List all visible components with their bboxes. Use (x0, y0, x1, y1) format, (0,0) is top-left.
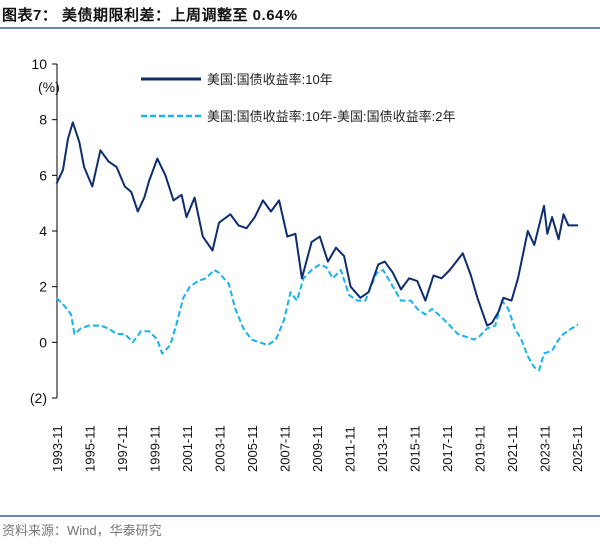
y-tick-label: 2 (39, 279, 47, 295)
x-tick-label: 2021-11 (505, 425, 520, 472)
title-divider (0, 27, 600, 29)
x-tick-label: 1999-11 (148, 425, 163, 472)
x-tick-label: 2013-11 (375, 425, 390, 472)
y-tick-label: (2) (30, 390, 47, 406)
y-tick-label: 10 (31, 56, 47, 72)
x-tick-label: 2003-11 (213, 425, 228, 472)
x-tick-label: 2019-11 (473, 425, 488, 472)
y-tick-label: 6 (39, 167, 47, 183)
x-tick-label: 2007-11 (278, 425, 293, 472)
x-tick-label: 2001-11 (180, 425, 195, 472)
footer-divider (0, 515, 600, 517)
x-tick-label: 2005-11 (245, 425, 260, 472)
y-tick-label: 8 (39, 112, 47, 128)
series-10y-2y-spread-line (55, 263, 579, 372)
series-lines (55, 121, 579, 372)
legend: 美国:国债收益率:10年 美国:国债收益率:10年-美国:国债收益率:2年 (141, 72, 455, 124)
legend-label-spread: 美国:国债收益率:10年-美国:国债收益率:2年 (207, 109, 455, 124)
y-tick-label: 4 (39, 223, 47, 239)
source-note: 资料来源：Wind，华泰研究 (2, 523, 162, 538)
x-tick-label: 1993-11 (50, 425, 65, 472)
x-tick-label: 1997-11 (115, 425, 130, 472)
x-tick-label: 2015-11 (408, 425, 423, 472)
axes: 10 8 6 4 2 0 (2) 1993-11 1995-11 1997-11 1999-11 20… (30, 56, 585, 472)
x-tick-label: 2009-11 (310, 425, 325, 472)
series-10y-yield-line (55, 121, 579, 327)
x-tick-label: 2025-11 (570, 425, 585, 472)
y-axis-unit: (%) (38, 79, 60, 95)
x-tick-label: 2023-11 (538, 425, 553, 472)
legend-label-10y: 美国:国债收益率:10年 (207, 72, 333, 87)
x-tick-label: 2017-11 (440, 425, 455, 472)
x-tick-label: 1995-11 (83, 425, 98, 472)
x-tick-label: 2011-11 (343, 426, 358, 472)
y-tick-label: 0 (39, 334, 47, 350)
chart-title: 图表7： 美债期限利差：上周调整至 0.64% (2, 7, 298, 24)
